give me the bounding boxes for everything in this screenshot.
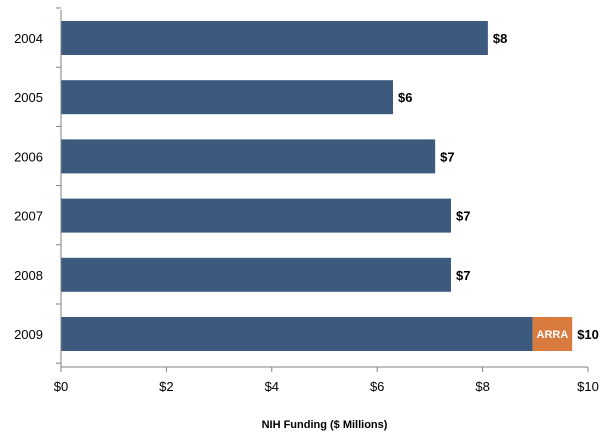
axes-group: 2004 2005 2006 2007 2008 2009 $0 $2 $4 $6 $8 $10 — [14, 7, 599, 394]
x-tick-label: $2 — [159, 379, 173, 394]
bar-2005 — [61, 80, 394, 115]
x-tick-label: $4 — [265, 379, 279, 394]
data-label-2005: $6 — [398, 90, 412, 105]
bars-group: $8 $6 $7 $7 $7 ARRA $10 — [61, 21, 599, 351]
data-label-2008: $7 — [456, 268, 470, 283]
bar-2004 — [61, 21, 488, 55]
y-tick-label-2008: 2008 — [14, 268, 43, 283]
x-tick-label: $8 — [475, 379, 489, 394]
bar-2008 — [61, 257, 451, 292]
y-tick-label-2005: 2005 — [14, 90, 43, 105]
x-tick-label: $6 — [370, 379, 384, 394]
y-tick-label-2009: 2009 — [14, 327, 43, 342]
x-tick-label: $10 — [577, 379, 599, 394]
x-axis-title: NIH Funding ($ Millions) — [262, 419, 388, 431]
bar-2007 — [61, 198, 451, 233]
y-tick-label-2007: 2007 — [14, 209, 43, 224]
data-label-2006: $7 — [440, 149, 454, 164]
data-label-2007: $7 — [456, 209, 470, 224]
arra-label: ARRA — [537, 329, 569, 341]
y-tick-label-2006: 2006 — [14, 149, 43, 164]
data-label-2004: $8 — [493, 31, 507, 46]
bar-2006 — [61, 139, 436, 174]
bar-arra-2009 — [532, 317, 573, 351]
y-tick-label-2004: 2004 — [14, 31, 43, 46]
data-label-2009: $10 — [577, 327, 599, 342]
x-tick-label: $0 — [54, 379, 68, 394]
bar-2009 — [61, 317, 533, 351]
